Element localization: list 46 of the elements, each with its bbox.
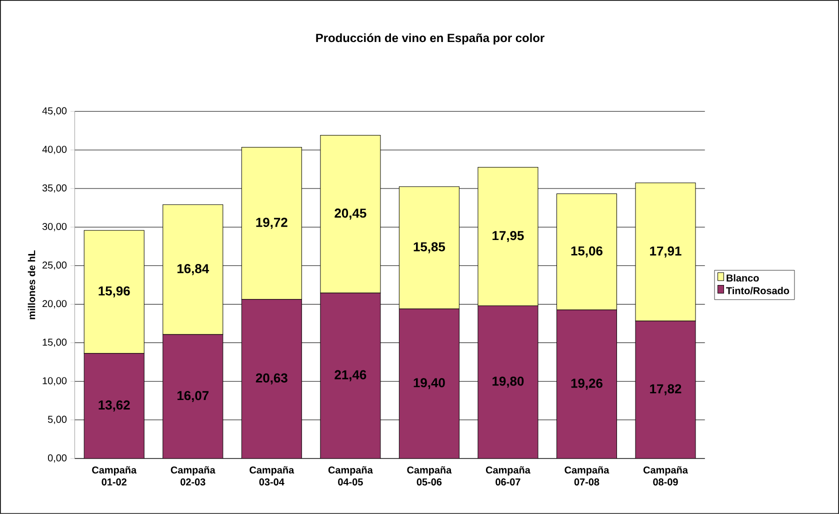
bar (241, 299, 302, 459)
data-label: 17,82 (650, 384, 682, 396)
legend-label: Blanco (726, 274, 759, 282)
data-label: 19,40 (414, 378, 445, 390)
y-tick-label: 25,00 (42, 262, 67, 270)
bar (478, 306, 538, 459)
data-label: 20,63 (256, 373, 288, 384)
y-tick-label: 35,00 (42, 184, 67, 193)
bar (556, 310, 617, 459)
y-axis-title: millones de hL (28, 250, 36, 320)
y-tick-label: 0,00 (48, 454, 67, 463)
y-tick-label: 30,00 (42, 223, 67, 232)
data-label: 19,72 (256, 218, 288, 229)
x-tick-label: Campaña 05-06 (407, 466, 452, 486)
chart-title: Producción de vino en España por color (316, 33, 544, 45)
data-label: 17,95 (492, 231, 524, 242)
x-tick-label: Campaña 01-02 (92, 466, 137, 486)
data-label: 15,96 (98, 286, 130, 298)
data-label: 20,45 (334, 208, 366, 220)
data-label: 19,26 (571, 378, 602, 390)
data-label: 16,84 (177, 264, 210, 276)
bar (398, 308, 460, 459)
y-tick-label: 45,00 (42, 107, 67, 116)
data-label: 19,80 (492, 376, 524, 388)
data-label: 13,62 (98, 400, 130, 412)
data-label: 15,06 (571, 246, 602, 258)
bar (162, 334, 224, 459)
legend-label: Tinto/Rosado (726, 286, 790, 294)
x-tick-label: Campaña 02-03 (170, 466, 216, 486)
x-tick-label: Campaña 03-04 (250, 466, 294, 486)
x-tick-label: Campaña 07-08 (564, 466, 610, 486)
y-tick-label: 40,00 (42, 146, 67, 154)
y-tick-label: 5,00 (48, 416, 67, 424)
bar (320, 292, 381, 459)
bar (635, 320, 696, 459)
x-tick-label: Campaña 06-07 (486, 466, 530, 486)
x-tick-label: Campaña 04-05 (328, 466, 373, 486)
data-label: 17,91 (650, 246, 682, 258)
y-tick-label: 10,00 (42, 377, 67, 386)
data-label: 16,07 (177, 391, 209, 402)
data-label: 15,85 (414, 242, 446, 254)
y-tick-label: 15,00 (42, 338, 67, 347)
y-tick-label: 20,00 (42, 300, 67, 308)
data-label: 21,46 (334, 370, 366, 382)
x-tick-label: Campaña 08-09 (643, 466, 688, 486)
bar (84, 353, 144, 459)
